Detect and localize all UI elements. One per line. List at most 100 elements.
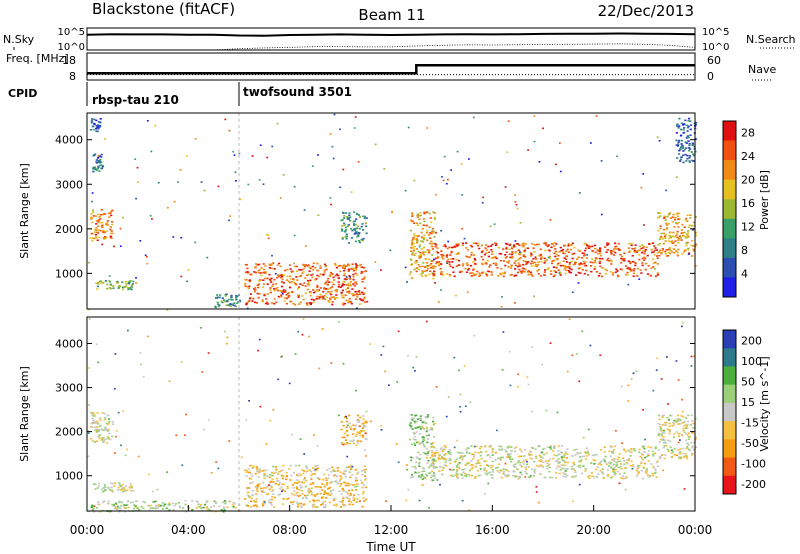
range-gate-cell bbox=[679, 237, 683, 239]
range-gate-cell bbox=[230, 296, 233, 299]
range-gate-cell bbox=[355, 267, 358, 270]
range-gate-cell bbox=[669, 440, 672, 442]
range-gate-cell bbox=[316, 467, 320, 470]
range-gate-cell bbox=[508, 248, 511, 251]
range-gate-cell bbox=[694, 138, 697, 140]
range-gate-cell bbox=[685, 124, 688, 127]
range-gate-cell bbox=[465, 247, 468, 249]
range-gate-cell bbox=[449, 265, 452, 267]
range-gate-cell bbox=[349, 426, 352, 428]
range-gate-cell bbox=[90, 506, 93, 509]
nsky-label: N.Sky bbox=[3, 33, 35, 46]
range-gate-cell bbox=[366, 300, 369, 303]
range-gate-cell bbox=[342, 280, 345, 283]
range-gate-cell bbox=[576, 258, 579, 260]
range-gate-cell bbox=[448, 448, 451, 451]
range-gate-cell bbox=[312, 467, 315, 469]
range-gate-cell bbox=[341, 236, 344, 239]
range-gate-cell bbox=[347, 268, 350, 271]
range-gate-cell bbox=[560, 456, 563, 458]
range-gate-cell bbox=[529, 271, 532, 274]
range-gate-cell bbox=[415, 248, 418, 250]
range-gate-cell bbox=[686, 457, 689, 460]
range-gate-cell bbox=[687, 432, 690, 434]
range-gate-cell bbox=[346, 218, 349, 220]
range-gate-cell bbox=[664, 235, 667, 238]
range-gate-cell bbox=[487, 454, 490, 456]
range-gate-cell bbox=[631, 247, 634, 250]
range-gate-cell bbox=[431, 461, 434, 464]
range-gate-cell bbox=[93, 237, 96, 240]
range-gate-cell bbox=[677, 242, 680, 244]
range-gate-cell bbox=[519, 471, 522, 474]
range-gate-cell bbox=[452, 474, 455, 477]
range-gate-cell bbox=[587, 244, 590, 247]
range-gate-cell bbox=[440, 456, 443, 458]
range-gate-cell bbox=[479, 274, 482, 276]
range-gate-cell bbox=[294, 353, 297, 355]
range-gate-cell bbox=[677, 143, 680, 145]
range-gate-cell bbox=[683, 231, 686, 234]
range-gate-cell bbox=[364, 432, 367, 435]
range-gate-cell bbox=[613, 466, 616, 469]
range-gate-cell bbox=[648, 450, 651, 452]
range-gate-cell bbox=[559, 469, 562, 471]
range-gate-cell bbox=[538, 161, 541, 163]
range-gate-cell bbox=[358, 264, 361, 267]
range-gate-cell bbox=[356, 212, 359, 215]
range-gate-cell bbox=[347, 484, 350, 487]
range-gate-cell bbox=[106, 220, 109, 222]
range-gate-cell bbox=[666, 439, 670, 442]
range-gate-cell bbox=[420, 473, 423, 476]
range-gate-cell bbox=[137, 455, 140, 458]
range-gate-cell bbox=[105, 236, 108, 239]
range-gate-cell bbox=[354, 223, 357, 226]
range-gate-cell bbox=[427, 234, 431, 236]
range-gate-cell bbox=[303, 477, 306, 479]
range-gate-cell bbox=[507, 266, 510, 268]
range-gate-cell bbox=[96, 430, 99, 432]
range-gate-cell bbox=[345, 491, 348, 493]
range-gate-cell bbox=[351, 288, 354, 290]
range-gate-cell bbox=[148, 473, 150, 476]
range-gate-cell bbox=[329, 271, 333, 274]
range-gate-cell bbox=[424, 224, 427, 227]
range-gate-cell bbox=[646, 474, 650, 476]
range-gate-cell bbox=[103, 231, 106, 233]
range-gate-cell bbox=[338, 414, 340, 417]
range-gate-cell bbox=[262, 283, 266, 285]
range-gate-cell bbox=[245, 469, 249, 472]
range-gate-cell bbox=[410, 425, 413, 427]
range-gate-cell bbox=[523, 455, 526, 457]
range-gate-cell bbox=[467, 473, 470, 476]
range-gate-cell bbox=[451, 475, 454, 477]
range-gate-cell bbox=[480, 251, 484, 253]
range-gate-cell bbox=[233, 502, 236, 505]
range-gate-cell bbox=[573, 449, 576, 451]
range-gate-cell bbox=[339, 485, 342, 487]
nsky-tick-top: 10^5 bbox=[58, 27, 85, 38]
range-gate-cell bbox=[417, 441, 420, 443]
range-gate-cell bbox=[518, 263, 521, 266]
range-gate-cell bbox=[97, 232, 100, 234]
range-gate-cell bbox=[574, 475, 577, 478]
range-gate-cell bbox=[263, 501, 266, 503]
range-gate-cell bbox=[339, 471, 342, 473]
range-gate-cell bbox=[623, 467, 626, 469]
range-gate-cell bbox=[473, 454, 476, 456]
colorbar-tick-label: -15 bbox=[741, 416, 759, 429]
range-gate-cell bbox=[343, 215, 346, 217]
range-gate-cell bbox=[546, 467, 549, 470]
range-gate-cell bbox=[414, 471, 417, 474]
range-gate-cell bbox=[598, 252, 602, 254]
range-gate-cell bbox=[351, 465, 354, 468]
range-gate-cell bbox=[251, 475, 254, 477]
range-gate-cell bbox=[564, 272, 567, 275]
range-gate-cell bbox=[255, 467, 258, 469]
range-gate-cell bbox=[571, 354, 574, 357]
range-gate-cell bbox=[681, 452, 684, 455]
x-tick-label: 20:00 bbox=[576, 523, 611, 537]
range-gate-cell bbox=[137, 181, 139, 183]
